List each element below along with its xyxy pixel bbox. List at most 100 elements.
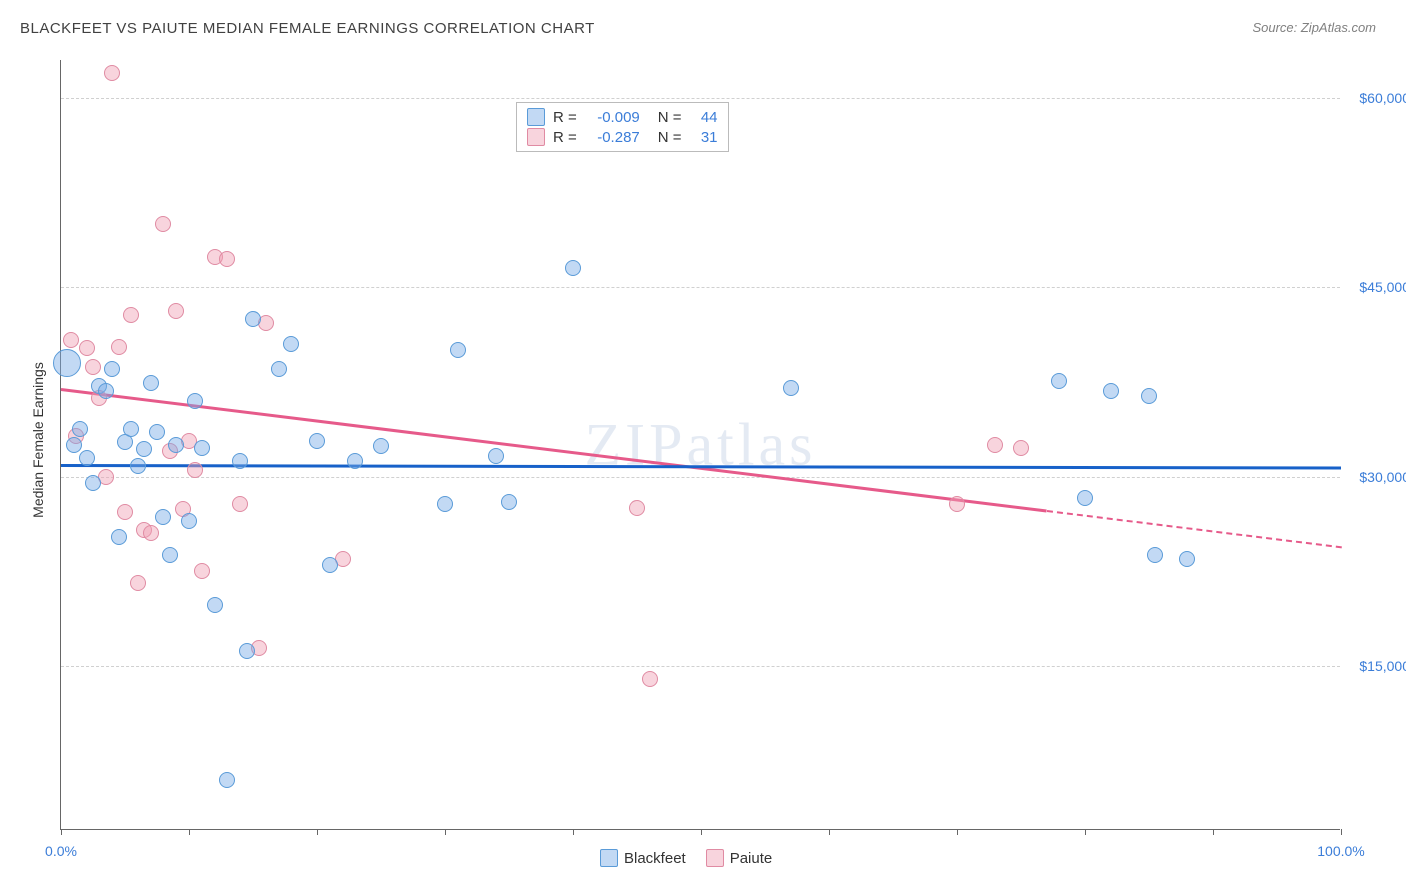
scatter-marker xyxy=(283,336,299,352)
scatter-marker xyxy=(271,361,287,377)
xtick xyxy=(317,829,318,835)
ytick-label: $60,000 xyxy=(1350,90,1406,106)
scatter-marker xyxy=(450,342,466,358)
r-label: R = xyxy=(553,129,577,146)
scatter-marker xyxy=(66,437,82,453)
scatter-marker xyxy=(53,349,81,377)
scatter-marker xyxy=(1077,490,1093,506)
xtick xyxy=(189,829,190,835)
scatter-marker xyxy=(117,434,133,450)
scatter-marker xyxy=(488,448,504,464)
xtick xyxy=(573,829,574,835)
trend-line xyxy=(1046,510,1341,548)
scatter-marker xyxy=(783,380,799,396)
gridline xyxy=(61,477,1340,478)
scatter-marker xyxy=(1141,388,1157,404)
scatter-marker xyxy=(1147,547,1163,563)
scatter-marker xyxy=(987,437,1003,453)
xtick xyxy=(445,829,446,835)
n-label: N = xyxy=(658,129,682,146)
swatch-icon xyxy=(527,128,545,146)
n-label: N = xyxy=(658,109,682,126)
scatter-marker xyxy=(155,509,171,525)
scatter-marker xyxy=(373,438,389,454)
corr-row-paiute: R = -0.287 N = 31 xyxy=(527,127,718,147)
legend-label: Paiute xyxy=(730,850,773,867)
ytick-label: $45,000 xyxy=(1350,279,1406,295)
swatch-icon xyxy=(706,849,724,867)
scatter-marker xyxy=(207,597,223,613)
scatter-marker xyxy=(1103,383,1119,399)
series-legend: Blackfeet Paiute xyxy=(600,849,772,867)
scatter-marker xyxy=(629,500,645,516)
scatter-marker xyxy=(104,65,120,81)
scatter-marker xyxy=(501,494,517,510)
xtick xyxy=(957,829,958,835)
y-axis-label: Median Female Earnings xyxy=(30,362,46,518)
scatter-marker xyxy=(79,450,95,466)
scatter-marker xyxy=(194,563,210,579)
legend-item-blackfeet: Blackfeet xyxy=(600,849,686,867)
xtick xyxy=(1341,829,1342,835)
scatter-marker xyxy=(232,453,248,469)
r-value: -0.287 xyxy=(585,129,640,146)
ytick-label: $15,000 xyxy=(1350,658,1406,674)
scatter-marker xyxy=(565,260,581,276)
scatter-marker xyxy=(79,340,95,356)
legend-label: Blackfeet xyxy=(624,850,686,867)
scatter-marker xyxy=(130,458,146,474)
scatter-marker xyxy=(123,421,139,437)
xtick xyxy=(829,829,830,835)
scatter-marker xyxy=(85,359,101,375)
xtick xyxy=(701,829,702,835)
correlation-legend: R = -0.009 N = 44 R = -0.287 N = 31 xyxy=(516,102,729,152)
scatter-marker xyxy=(187,462,203,478)
scatter-marker xyxy=(130,575,146,591)
scatter-marker xyxy=(111,339,127,355)
scatter-marker xyxy=(347,453,363,469)
scatter-marker xyxy=(143,375,159,391)
scatter-marker xyxy=(117,504,133,520)
chart-source: Source: ZipAtlas.com xyxy=(1252,20,1376,35)
scatter-marker xyxy=(1013,440,1029,456)
n-value: 31 xyxy=(690,129,718,146)
scatter-marker xyxy=(168,303,184,319)
r-label: R = xyxy=(553,109,577,126)
xtick-label: 100.0% xyxy=(1317,843,1364,859)
gridline xyxy=(61,98,1340,99)
scatter-marker xyxy=(437,496,453,512)
scatter-marker xyxy=(168,437,184,453)
scatter-marker xyxy=(123,307,139,323)
corr-row-blackfeet: R = -0.009 N = 44 xyxy=(527,107,718,127)
gridline xyxy=(61,287,1340,288)
scatter-marker xyxy=(1179,551,1195,567)
chart-title: BLACKFEET VS PAIUTE MEDIAN FEMALE EARNIN… xyxy=(20,20,595,37)
scatter-marker xyxy=(72,421,88,437)
n-value: 44 xyxy=(690,109,718,126)
scatter-marker xyxy=(98,383,114,399)
scatter-marker xyxy=(1051,373,1067,389)
swatch-icon xyxy=(527,108,545,126)
scatter-marker xyxy=(322,557,338,573)
scatter-marker xyxy=(143,525,159,541)
scatter-marker xyxy=(155,216,171,232)
scatter-marker xyxy=(104,361,120,377)
xtick xyxy=(1085,829,1086,835)
scatter-marker xyxy=(309,433,325,449)
legend-item-paiute: Paiute xyxy=(706,849,773,867)
scatter-marker xyxy=(63,332,79,348)
scatter-marker xyxy=(219,251,235,267)
scatter-marker xyxy=(187,393,203,409)
chart-container: BLACKFEET VS PAIUTE MEDIAN FEMALE EARNIN… xyxy=(20,20,1386,872)
xtick xyxy=(61,829,62,835)
xtick xyxy=(1213,829,1214,835)
scatter-marker xyxy=(181,513,197,529)
plot-area: ZIPatlas R = -0.009 N = 44 R = -0.287 N … xyxy=(60,60,1340,830)
scatter-marker xyxy=(149,424,165,440)
ytick-label: $30,000 xyxy=(1350,469,1406,485)
scatter-marker xyxy=(194,440,210,456)
gridline xyxy=(61,666,1340,667)
swatch-icon xyxy=(600,849,618,867)
scatter-marker xyxy=(232,496,248,512)
scatter-marker xyxy=(85,475,101,491)
